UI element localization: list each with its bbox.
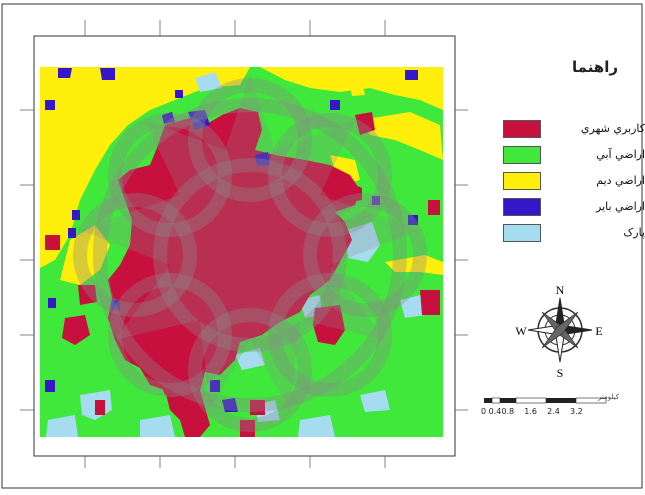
legend-swatch-urban: [503, 120, 541, 138]
urban-patches: [45, 112, 440, 437]
watermark-star: [80, 75, 420, 410]
scale-bar: 0 0.40.8 1.6 2.4 3.2: [481, 397, 607, 416]
legend: کاربري شهري اراضي آبي اراضي ديم اراضي با…: [503, 120, 645, 250]
legend-swatch-dryland: [503, 172, 541, 190]
legend-title: راهنما: [572, 58, 618, 76]
legend-item-dryland: اراضي ديم: [503, 172, 645, 198]
park-zones: [46, 72, 425, 437]
east-label: E: [595, 324, 602, 338]
dryland-specks: [42, 82, 365, 152]
land-use-map: [40, 67, 443, 437]
legend-item-irrigated: اراضي آبي: [503, 146, 645, 172]
legend-swatch-barren: [503, 198, 541, 216]
legend-label-dryland: اراضي ديم: [596, 174, 645, 187]
south-label: S: [557, 366, 564, 380]
scale-ticks: 0 0.40.8 1.6 2.4 3.2: [481, 407, 583, 416]
legend-label-park: پارک: [623, 226, 645, 239]
scale-unit-label: کيلومتر: [598, 393, 620, 401]
map-frame: [1, 3, 643, 489]
legend-swatch-irrigated: [503, 146, 541, 164]
legend-item-park: پارک: [503, 224, 645, 250]
legend-swatch-park: [503, 224, 541, 242]
north-arrow: N S E W: [515, 283, 602, 380]
legend-item-urban: کاربري شهري: [503, 120, 645, 146]
graticule-ticks: [20, 20, 468, 468]
west-label: W: [515, 324, 527, 338]
barren-zones: [45, 68, 418, 412]
watermark-rosette: [73, 78, 427, 432]
legend-label-barren: اراضي باير: [596, 200, 645, 213]
north-label: N: [556, 283, 565, 297]
legend-item-barren: اراضي باير: [503, 198, 645, 224]
legend-label-irrigated: اراضي آبي: [596, 148, 645, 161]
legend-label-urban: کاربري شهري: [580, 122, 645, 135]
